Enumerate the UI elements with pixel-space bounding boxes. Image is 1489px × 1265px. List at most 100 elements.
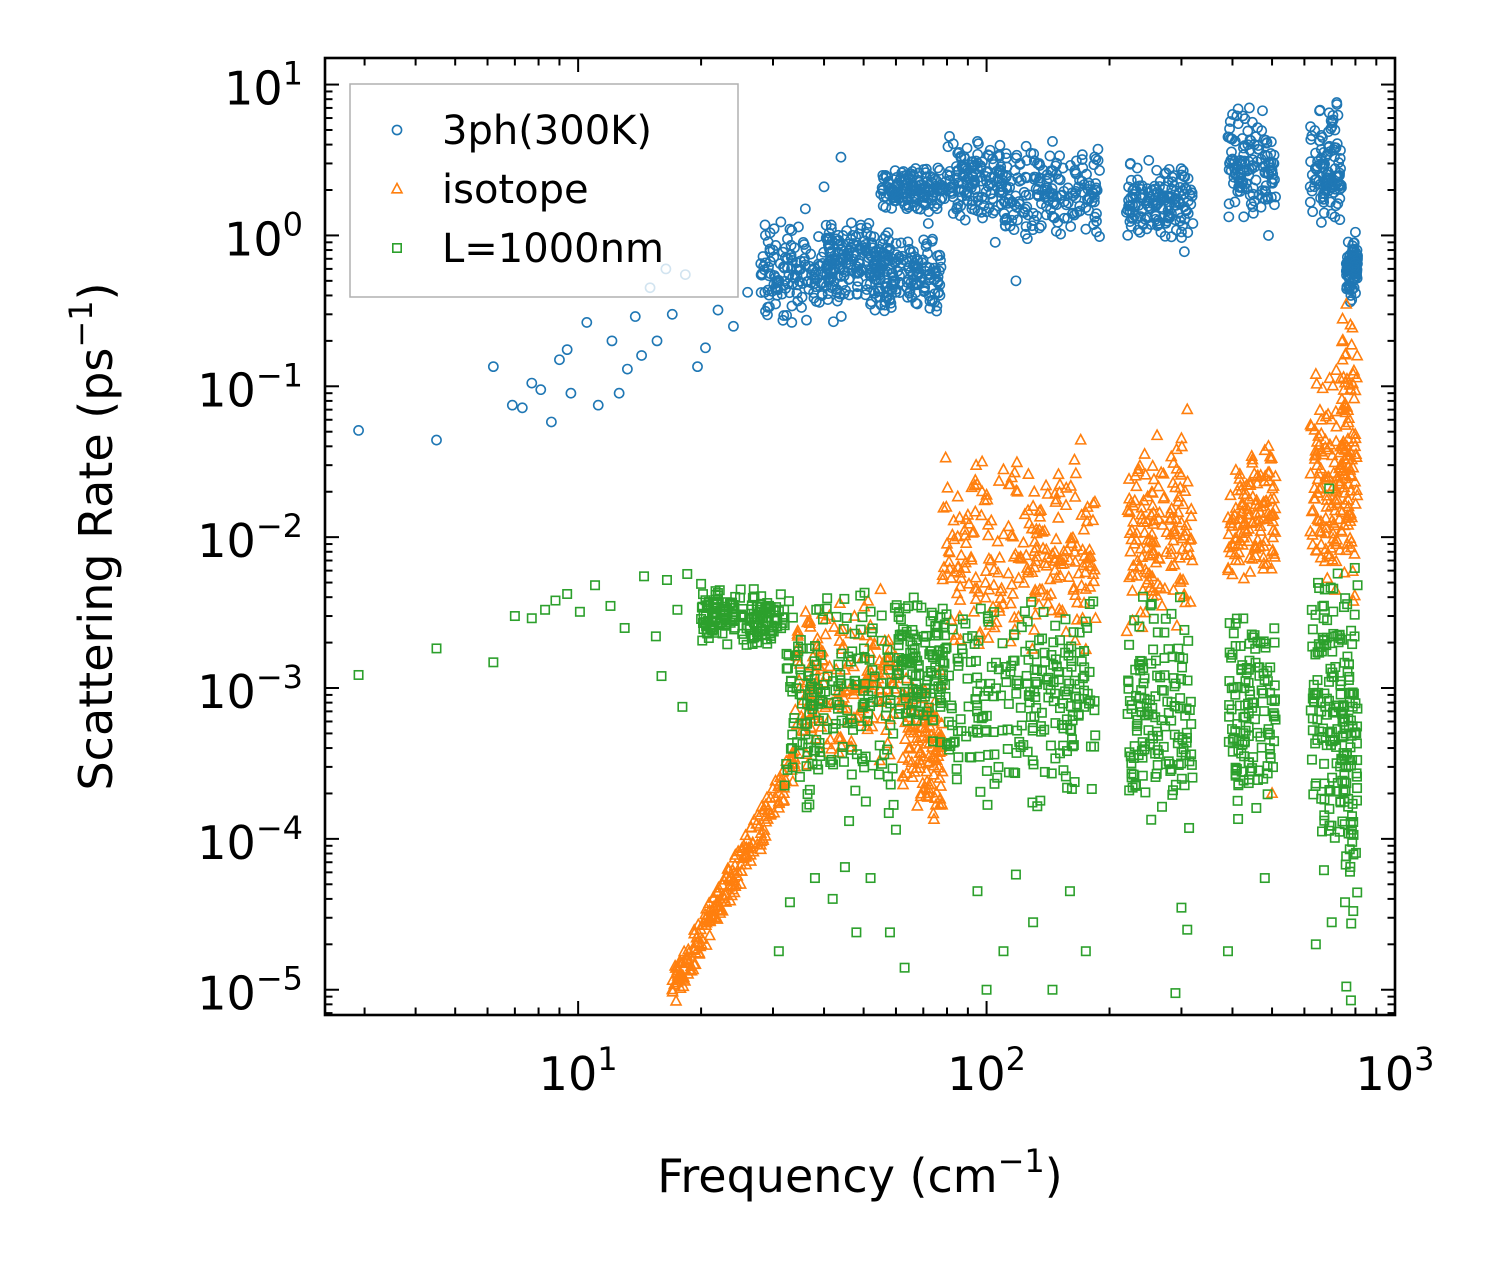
- point-1-band4: [1173, 572, 1187, 584]
- point-0-band4: [977, 156, 988, 168]
- point-2-band4: [1124, 639, 1135, 650]
- point-2-band1: [874, 696, 885, 707]
- point-2-band1: [794, 748, 805, 759]
- point-0-band5: [1094, 165, 1105, 176]
- point-2-band2: [933, 630, 944, 641]
- point-1-31: [1339, 297, 1353, 309]
- point-0-band2: [886, 284, 898, 296]
- point-0-band8: [1335, 179, 1347, 191]
- point-1-band4: [1138, 525, 1151, 538]
- point-2-band3: [1067, 741, 1078, 752]
- point-1-band4: [1135, 512, 1149, 524]
- point-0-band4: [954, 210, 966, 222]
- point-2-band1: [815, 750, 826, 761]
- point-2-band7: [1345, 715, 1356, 726]
- point-2-band3: [1067, 710, 1078, 721]
- point-1-band3: [1081, 551, 1095, 564]
- point-1-band1: [881, 653, 895, 666]
- point-0-band3: [920, 163, 932, 175]
- point-0-band6: [1123, 181, 1134, 193]
- point-0-band5: [1074, 205, 1086, 217]
- point-1-band3: [962, 576, 976, 589]
- point-2-band1: [882, 744, 893, 755]
- point-1-band3: [1019, 548, 1033, 561]
- point-0-band1: [860, 289, 871, 301]
- point-2-44: [1259, 873, 1270, 884]
- point-1-band4: [1181, 474, 1194, 487]
- point-2-band2: [910, 652, 921, 663]
- point-1-band0: [750, 816, 763, 829]
- point-2-band0: [748, 584, 759, 595]
- point-0-band2: [912, 255, 924, 267]
- point-2-band2: [898, 624, 909, 635]
- point-2-band0: [755, 604, 766, 615]
- point-2-band3: [1066, 641, 1077, 652]
- point-2-band1: [808, 686, 819, 697]
- point-1-band2: [898, 732, 912, 744]
- point-2-band5: [1226, 704, 1237, 715]
- point-1-27: [1262, 439, 1275, 451]
- point-2-48: [1324, 483, 1335, 494]
- point-2-band0: [701, 600, 712, 611]
- point-2-band2: [937, 647, 948, 658]
- point-0-band5: [1065, 221, 1077, 232]
- point-2-4: [526, 613, 537, 624]
- point-0-band8: [1332, 198, 1344, 210]
- x-tick-label: 102: [947, 1040, 1026, 1101]
- point-2-band5: [1249, 698, 1260, 709]
- point-2-band2: [907, 640, 918, 651]
- point-2-band6: [1312, 714, 1323, 725]
- point-2-band3: [952, 653, 963, 664]
- point-1-band5: [1254, 499, 1268, 512]
- point-1-band3: [1010, 455, 1024, 468]
- point-1-band0: [731, 844, 745, 857]
- point-0-band0: [760, 229, 771, 241]
- point-0-band9: [1343, 283, 1355, 295]
- point-1-band6: [1318, 440, 1332, 453]
- point-0-band6: [1176, 232, 1187, 243]
- point-1-band6: [1328, 455, 1341, 468]
- point-0-11: [581, 317, 593, 328]
- point-0-band1: [856, 240, 868, 252]
- point-0-band1: [855, 222, 867, 234]
- point-1-band1: [820, 737, 834, 750]
- point-0-band5: [1076, 149, 1088, 161]
- point-1-band4: [1132, 559, 1146, 572]
- point-1-22: [1156, 518, 1170, 530]
- point-2-band5: [1239, 737, 1250, 748]
- point-2-band3: [1005, 666, 1016, 677]
- point-1-band1: [874, 711, 888, 724]
- point-2-band3: [1086, 783, 1097, 794]
- point-2-band4: [1136, 707, 1147, 718]
- point-1-band5: [1250, 476, 1264, 489]
- point-1-band4: [1123, 570, 1136, 583]
- point-0-band7: [1245, 135, 1257, 146]
- point-1-band5: [1266, 481, 1279, 494]
- point-2-band2: [935, 692, 946, 703]
- point-0-band5: [1023, 189, 1035, 201]
- point-1-band3: [1045, 603, 1059, 616]
- point-1-band2: [906, 770, 919, 783]
- point-1-13: [940, 536, 954, 549]
- point-0-band2: [935, 254, 946, 266]
- point-0-band4: [942, 141, 954, 153]
- point-1-band5: [1224, 545, 1238, 558]
- point-2-band4: [1176, 673, 1187, 684]
- point-1-band5: [1246, 452, 1259, 465]
- point-2-band4: [1176, 747, 1187, 758]
- point-0-3: [506, 399, 518, 411]
- point-1-band4: [1150, 428, 1164, 441]
- point-1-band3: [1036, 541, 1050, 554]
- point-1-band5: [1249, 497, 1262, 510]
- point-2-band1: [783, 596, 794, 607]
- point-1-4: [719, 895, 733, 907]
- point-2-34: [998, 946, 1009, 957]
- point-2-band3: [972, 700, 983, 711]
- point-2-39: [1080, 946, 1091, 957]
- point-2-band2: [893, 634, 904, 645]
- point-0-46: [1020, 140, 1032, 152]
- series-square-markers: [353, 483, 1363, 1006]
- point-1-band2: [930, 785, 943, 798]
- point-0-band2: [901, 276, 913, 288]
- point-1-band7: [1346, 460, 1360, 473]
